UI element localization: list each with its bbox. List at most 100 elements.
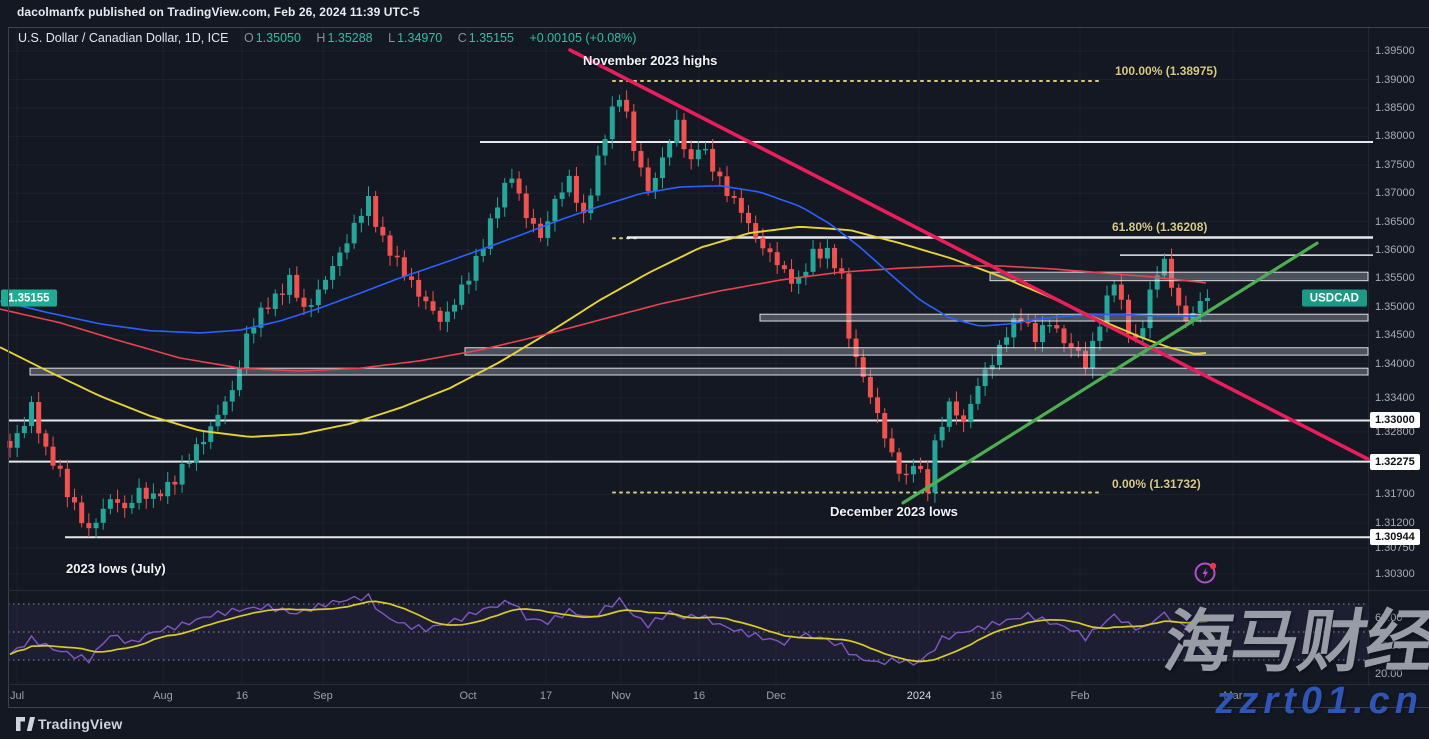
candle: [538, 217, 544, 242]
candle: [344, 234, 350, 260]
candle: [437, 307, 443, 331]
downtrend-line-pink[interactable]: [568, 48, 1370, 461]
fib-label-0: 0.00% (1.31732): [1112, 477, 1201, 491]
candle: [516, 171, 522, 201]
time-axis-label: 16: [235, 690, 249, 702]
candle: [609, 96, 615, 149]
candle: [150, 483, 156, 508]
candle: [803, 263, 809, 286]
time-axis-label: Mar: [1223, 690, 1243, 702]
candle: [165, 471, 171, 504]
timeline-separator: [8, 684, 1429, 685]
candle: [387, 230, 393, 266]
candle: [1161, 253, 1167, 280]
price-tick: 1.35000: [1375, 300, 1415, 313]
candle: [322, 276, 328, 294]
price-axis[interactable]: 1.400001.395001.390001.385001.380001.375…: [1369, 27, 1429, 685]
candle: [172, 475, 178, 495]
candle: [373, 190, 379, 233]
candle: [624, 90, 630, 119]
candle: [781, 260, 787, 273]
candle: [251, 318, 257, 344]
uptrend-line-green[interactable]: [901, 241, 1319, 505]
price-tick: 1.34500: [1375, 329, 1415, 342]
candle: [72, 488, 78, 511]
annotation-december-2023-lows: December 2023 lows: [830, 504, 958, 519]
rsi-tick: 20.00: [1375, 668, 1403, 680]
ma-slow-yellow[interactable]: [0, 226, 1207, 438]
close-value: 1.35155: [468, 31, 514, 45]
candle: [889, 428, 895, 457]
rsi-tick: 40.00: [1375, 640, 1403, 652]
candle: [523, 185, 529, 229]
pane-separator[interactable]: [8, 590, 1429, 591]
ma-mid-red[interactable]: [0, 265, 1207, 372]
lightning-publish-icon[interactable]: [1193, 560, 1219, 586]
candle: [566, 169, 572, 197]
price-tick: 1.31700: [1375, 488, 1415, 501]
price-tick: 1.35500: [1375, 272, 1415, 285]
candle: [746, 205, 752, 233]
tradingview-brand[interactable]: TradingView: [38, 716, 123, 732]
frame-border-top: [8, 27, 1429, 28]
candle: [810, 239, 816, 277]
candle: [57, 459, 63, 477]
rsi-pane[interactable]: [8, 592, 1368, 666]
low-value: 1.34970: [397, 31, 443, 45]
candle: [1183, 295, 1189, 329]
zone-1p348: [759, 313, 1369, 322]
candle: [573, 166, 579, 212]
annotation-november-2023-highs: November 2023 highs: [583, 53, 718, 68]
rsi-ma-line: [9, 600, 1208, 663]
candle: [308, 298, 314, 318]
candle: [652, 172, 658, 199]
time-axis-label: 17: [539, 690, 553, 702]
price-zones[interactable]: [29, 271, 1369, 376]
symbol-legend[interactable]: U.S. Dollar / Canadian Dollar, 1D, ICE O…: [18, 31, 638, 45]
candle: [380, 216, 386, 243]
candle: [724, 166, 730, 203]
footer-bar: TradingView: [0, 708, 1429, 739]
candle: [1018, 308, 1024, 331]
candle: [1147, 281, 1153, 339]
ma-fast-blue[interactable]: [0, 185, 1206, 334]
candle: [659, 147, 665, 189]
candle: [100, 498, 106, 530]
candle: [208, 422, 214, 450]
candle: [667, 139, 673, 166]
high-value: 1.35288: [327, 31, 373, 45]
price-tick: 1.37000: [1375, 187, 1415, 200]
candle: [595, 145, 601, 202]
candle: [839, 258, 845, 280]
candle: [287, 268, 293, 304]
candle: [717, 167, 723, 187]
candle: [645, 158, 651, 196]
rsi-tick: 60.00: [1375, 612, 1403, 624]
candle: [1068, 333, 1074, 358]
candle: [136, 478, 142, 510]
candle: [351, 214, 357, 249]
time-axis-label: Feb: [1070, 690, 1090, 702]
candle: [480, 239, 486, 263]
candle: [982, 362, 988, 396]
candle: [588, 188, 594, 220]
candle: [1204, 289, 1210, 311]
candle: [294, 266, 300, 302]
candle: [925, 460, 931, 502]
candlestick-series[interactable]: [7, 90, 1210, 539]
support-resistance-lines[interactable]: [8, 141, 1373, 539]
fib-label-618: 61.80% (1.36208): [1112, 220, 1208, 234]
candle: [975, 377, 981, 411]
candle: [753, 215, 759, 243]
zone-1p342: [464, 347, 1369, 356]
high-label: H: [316, 31, 326, 45]
candle: [796, 270, 802, 294]
candle: [222, 396, 228, 425]
symbol-badge: USDCAD: [1301, 289, 1367, 307]
candle: [122, 495, 128, 518]
time-axis[interactable]: Jul Aug 16 Sep Oct 17 Nov 16 Dec 2024 16 Feb Mar: [8, 686, 1429, 707]
candle: [1097, 319, 1103, 351]
candle: [244, 325, 250, 375]
annotation-2023-july-lows: 2023 lows (July): [66, 561, 166, 576]
